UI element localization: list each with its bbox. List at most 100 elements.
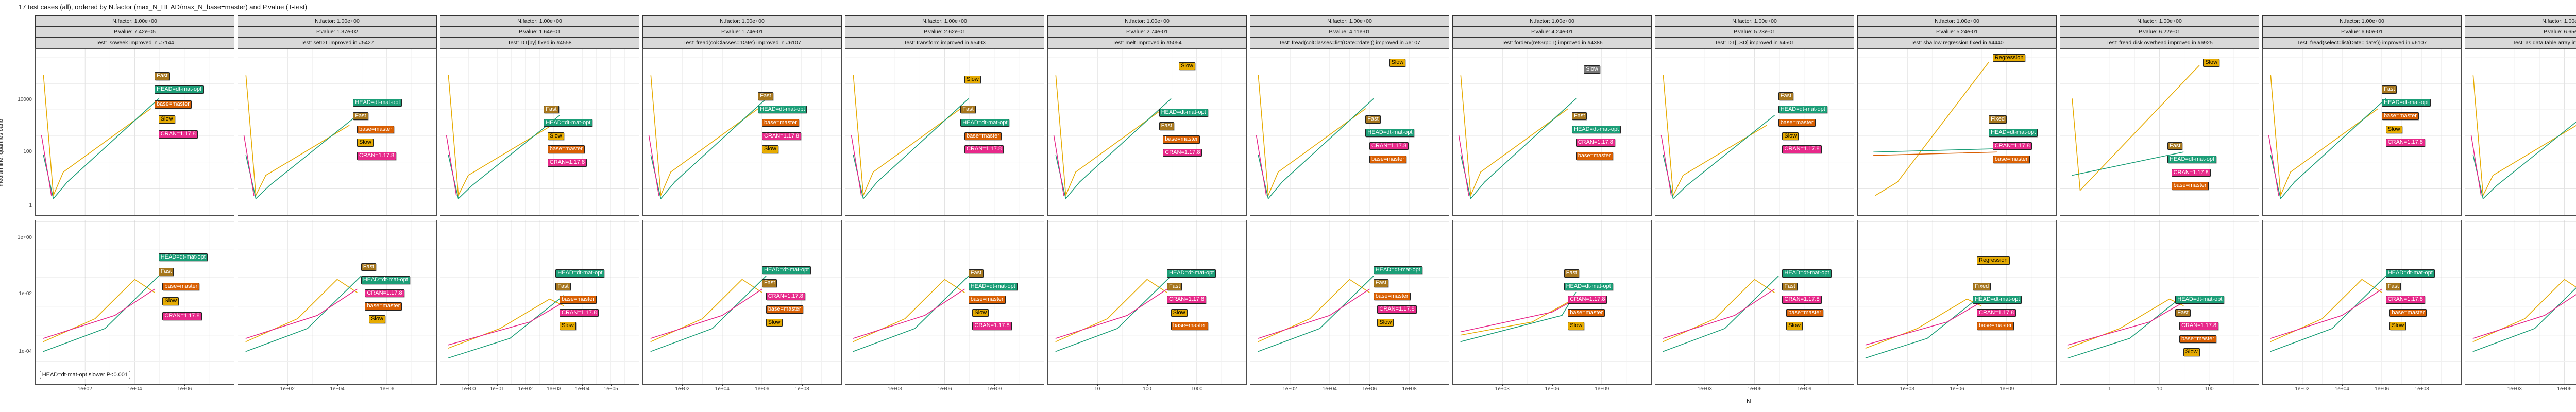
facet-panel-kilobytes-7: Slow Fast HEAD=dt-mat-opt CRAN=1.17.8 base=m…	[1250, 48, 1449, 216]
series-label-cran-1-17-8: CRAN=1.17.8	[972, 322, 1012, 330]
series-line-teal	[2473, 115, 2576, 199]
series-label-head-dt-mat-opt: HEAD=dt-mat-opt	[1167, 269, 1216, 278]
series-line-gold	[1876, 62, 1989, 195]
series-label-fast: Fast	[968, 269, 984, 278]
facet-panel-seconds-5: Fast HEAD=dt-mat-opt base=master Slow CRAN=1…	[845, 220, 1044, 385]
facet-panel-kilobytes-1: Fast HEAD=dt-mat-opt base=master Slow CRAN=1…	[35, 48, 234, 216]
series-label-slow: Slow	[2183, 348, 2200, 356]
panel-canvas	[36, 220, 234, 384]
series-label-slow: Slow	[357, 139, 374, 147]
x-tick-label: 1e+03	[1900, 386, 1914, 392]
series-label-cran-1-17-8: CRAN=1.17.8	[2179, 322, 2219, 330]
x-axis-title: N	[1747, 398, 1751, 405]
x-tick-label: 1e+04	[715, 386, 730, 392]
series-label-cran-1-17-8: CRAN=1.17.8	[1369, 142, 1409, 150]
strip-nfactor: N.factor: 1.00e+00	[1047, 15, 1247, 27]
facet-panel-kilobytes-10: Regression Fixed HEAD=dt-mat-opt CRAN=1.17.…	[1857, 48, 2057, 216]
strip-pvalue: P.value: 5.23e-01	[1655, 27, 1854, 38]
series-label-head-dt-mat-opt: HEAD=dt-mat-opt	[361, 276, 410, 284]
x-tick-label: 1e+04	[127, 386, 142, 392]
x-tick-label: 10	[1094, 386, 1100, 392]
x-tick-label: 1e+04	[2334, 386, 2349, 392]
panel-canvas	[1250, 220, 1449, 384]
series-label-fast: Fast	[1373, 279, 1389, 288]
strip-pvalue: P.value: 1.37e-02	[238, 27, 437, 38]
series-label-head-dt-mat-opt: HEAD=dt-mat-opt	[2175, 296, 2225, 304]
y-tick-label-seconds: 1e-02	[19, 291, 32, 297]
panel-canvas	[238, 220, 436, 384]
x-tick-label: 100	[1143, 386, 1151, 392]
series-label-base-master: base=master	[1977, 322, 2014, 330]
facet-grid: N.factor: 1.00e+00 P.value: 7.42e-05 Test:…	[35, 15, 2576, 394]
series-label-slow: Slow	[2385, 125, 2402, 134]
series-label-head-dt-mat-opt: HEAD=dt-mat-opt	[1572, 125, 1621, 134]
series-line-teal	[1874, 149, 1997, 152]
series-label-cran-1-17-8: CRAN=1.17.8	[365, 289, 404, 298]
y-tick-label-kilobytes: 100	[23, 149, 32, 154]
x-tick-label: 10	[2156, 386, 2163, 392]
series-label-fast: Fast	[361, 263, 377, 271]
strip-pvalue: P.value: 2.74e-01	[1047, 27, 1247, 38]
series-line-teal	[853, 99, 968, 199]
x-tick-label: 1e+02	[1282, 386, 1297, 392]
series-label-base-master: base=master	[2171, 182, 2209, 190]
series-line-teal	[1258, 99, 1373, 199]
strip-nfactor: N.factor: 1.00e+00	[642, 15, 842, 27]
series-line-gold	[1258, 76, 1365, 196]
x-tick-label: 1e+04	[330, 386, 345, 392]
strip-pvalue: P.value: 6.60e-01	[2262, 27, 2462, 38]
series-line-magenta	[2068, 302, 2183, 345]
series-label-cran-1-17-8: CRAN=1.17.8	[2385, 139, 2425, 147]
series-line-teal	[1866, 296, 1980, 358]
series-label-head-dt-mat-opt: HEAD=dt-mat-opt	[2382, 98, 2431, 107]
panel-canvas	[2060, 220, 2259, 384]
series-label-cran-1-17-8: CRAN=1.17.8	[162, 312, 202, 320]
series-line-gold	[651, 279, 762, 341]
facet-panel-seconds-10: Regression Fixed HEAD=dt-mat-opt CRAN=1.17.…	[1857, 220, 2057, 385]
facet-panel-kilobytes-3: Fast HEAD=dt-mat-opt Slow base=master CRAN=1…	[440, 48, 639, 216]
series-line-magenta	[649, 135, 659, 195]
strip-test: Test: isoweek improved in #7144	[35, 38, 234, 48]
strip-pvalue: P.value: 5.24e-01	[1857, 27, 2057, 38]
series-label-fixed: Fixed	[1973, 282, 1991, 291]
facet-column-10: N.factor: 1.00e+00 P.value: 5.24e-01 Test:…	[1857, 15, 2057, 394]
x-axis-tick-row: 10 100 1000	[1047, 384, 1247, 394]
series-line-magenta	[1459, 135, 1469, 195]
series-label-fast: Fast	[555, 282, 571, 291]
series-label-cran-1-17-8: CRAN=1.17.8	[2171, 168, 2211, 177]
x-tick-label: 1e+06	[755, 386, 770, 392]
facet-column-6: N.factor: 1.00e+00 P.value: 2.74e-01 Test:…	[1047, 15, 1247, 394]
x-tick-mark	[802, 384, 803, 386]
series-label-cran-1-17-8: CRAN=1.17.8	[1782, 296, 1822, 304]
x-tick-label: 1e+02	[518, 386, 533, 392]
series-label-head-dt-mat-opt: HEAD=dt-mat-opt	[2167, 155, 2217, 164]
series-line-gold	[448, 299, 563, 348]
series-label-head-dt-mat-opt: HEAD=dt-mat-opt	[1973, 296, 2022, 304]
facet-panel-kilobytes-6: Slow HEAD=dt-mat-opt Fast base=master CRAN=1…	[1047, 48, 1247, 216]
series-line-gold	[2270, 76, 2378, 196]
x-tick-mark	[184, 384, 185, 386]
series-label-head-dt-mat-opt: HEAD=dt-mat-opt	[1564, 282, 1613, 291]
series-label-head-dt-mat-opt: HEAD=dt-mat-opt	[1365, 129, 1415, 137]
series-line-magenta	[42, 135, 52, 195]
series-label-cran-1-17-8: CRAN=1.17.8	[547, 159, 587, 167]
series-line-teal	[2473, 276, 2576, 351]
facet-column-2: N.factor: 1.00e+00 P.value: 1.37e-02 Test:…	[238, 15, 437, 394]
x-tick-label: 1e+08	[794, 386, 809, 392]
facet-panel-seconds-13: HEAD=dt-mat-optFastbase=masterCRAN=1.17.…	[2465, 220, 2576, 385]
x-tick-mark	[84, 384, 86, 386]
x-tick-label: 1e+09	[1797, 386, 1812, 392]
x-tick-mark	[1369, 384, 1370, 386]
series-label-cran-1-17-8: CRAN=1.17.8	[1575, 139, 1615, 147]
series-line-magenta	[246, 289, 357, 338]
series-label-base-master: base=master	[964, 132, 1002, 141]
x-tick-label: 1e+08	[2414, 386, 2429, 392]
series-label-slow: Slow	[1584, 65, 1600, 74]
strip-test: Test: DT[,.SD] improved in #4501	[1655, 38, 1854, 48]
x-tick-label: 1e+06	[937, 386, 952, 392]
series-line-gold	[246, 279, 357, 341]
series-label-base-master: base=master	[560, 296, 597, 304]
series-label-slow: Slow	[1786, 322, 1803, 330]
